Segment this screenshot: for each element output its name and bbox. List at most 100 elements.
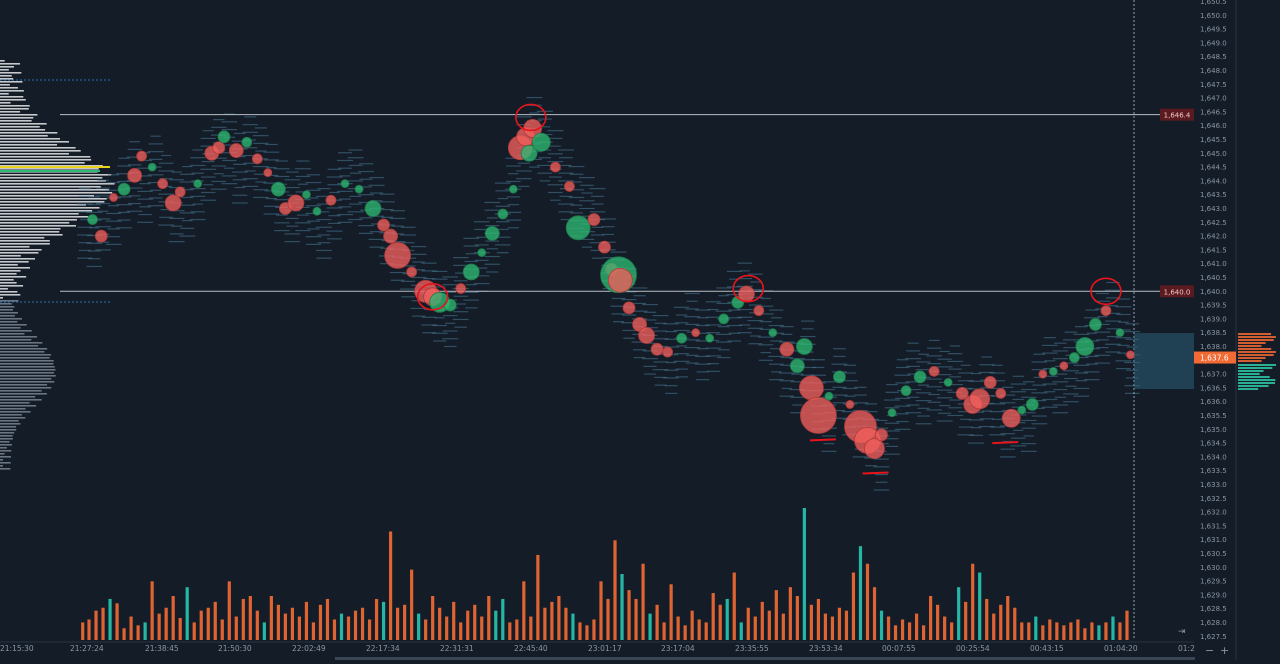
trade-bubble-buy[interactable] bbox=[520, 144, 538, 162]
trade-bubble-buy[interactable] bbox=[217, 130, 231, 144]
trade-bubble-buy[interactable] bbox=[1048, 366, 1058, 376]
trade-bubble-buy[interactable] bbox=[193, 179, 203, 189]
ladder-tick bbox=[632, 349, 647, 351]
trade-bubble-buy[interactable] bbox=[241, 136, 253, 148]
trade-bubble-buy[interactable] bbox=[718, 313, 730, 325]
trade-bubble-buy[interactable] bbox=[1115, 328, 1125, 338]
trade-bubble-buy[interactable] bbox=[312, 206, 322, 216]
trade-bubble-sell[interactable] bbox=[164, 194, 182, 212]
time-scrollbar[interactable] bbox=[335, 657, 1195, 660]
trade-bubble-buy[interactable] bbox=[364, 200, 382, 217]
trade-bubble-sell[interactable] bbox=[325, 194, 337, 206]
trade-bubble-sell[interactable] bbox=[845, 400, 855, 409]
trade-bubble-sell[interactable] bbox=[94, 229, 108, 243]
trade-bubble-sell[interactable] bbox=[1100, 305, 1112, 317]
trade-bubble-sell[interactable] bbox=[650, 342, 664, 356]
trade-bubble-buy[interactable] bbox=[824, 391, 834, 401]
trade-bubble-sell[interactable] bbox=[662, 346, 674, 358]
trade-bubble-sell[interactable] bbox=[1126, 350, 1135, 360]
profile-bar bbox=[0, 300, 19, 302]
trade-bubble-sell[interactable] bbox=[587, 213, 601, 226]
trade-bubble-buy[interactable] bbox=[302, 190, 311, 200]
trade-bubble-sell[interactable] bbox=[638, 327, 655, 344]
trade-bubble-buy[interactable] bbox=[147, 162, 157, 172]
trade-bubble-sell[interactable] bbox=[127, 167, 143, 183]
trade-bubble-sell[interactable] bbox=[969, 388, 991, 410]
trade-bubble-sell[interactable] bbox=[174, 186, 186, 198]
trade-bubble-sell[interactable] bbox=[550, 161, 561, 173]
trade-bubble-sell[interactable] bbox=[798, 375, 824, 401]
trade-bubble-buy[interactable] bbox=[117, 182, 131, 196]
trade-bubble-sell[interactable] bbox=[406, 266, 418, 278]
trade-bubble-sell[interactable] bbox=[136, 150, 148, 162]
ladder-tick bbox=[87, 250, 101, 252]
trade-bubble-sell[interactable] bbox=[995, 388, 1007, 399]
trade-bubble-buy[interactable] bbox=[768, 328, 778, 338]
trade-bubble-buy[interactable] bbox=[795, 338, 813, 355]
trade-bubble-sell[interactable] bbox=[287, 194, 305, 212]
zoom-out-icon[interactable]: − bbox=[1205, 644, 1214, 657]
volume-bar bbox=[662, 622, 666, 640]
trade-bubble-sell[interactable] bbox=[212, 141, 226, 155]
trade-bubble-sell[interactable] bbox=[928, 365, 940, 377]
axes[interactable]: 1,650.5 1,650.0 1,649.5 1,649.0 1,648.5 1,648… bbox=[0, 0, 1237, 660]
trade-bubble-buy[interactable] bbox=[943, 377, 953, 387]
trade-bubble-sell[interactable] bbox=[228, 143, 244, 158]
scroll-to-end-icon[interactable]: ⇥ bbox=[1178, 627, 1186, 637]
trade-bubble-sell[interactable] bbox=[1038, 369, 1048, 379]
trade-bubble-sell[interactable] bbox=[564, 181, 575, 192]
trade-bubble-buy[interactable] bbox=[1075, 337, 1095, 356]
trade-bubble-sell[interactable] bbox=[983, 375, 997, 389]
trade-bubble-buy[interactable] bbox=[887, 408, 897, 418]
trade-bubble-buy[interactable] bbox=[705, 333, 715, 343]
trade-bubble-sell[interactable] bbox=[779, 341, 795, 357]
trade-bubble-buy[interactable] bbox=[789, 358, 805, 374]
trade-bubble-sell[interactable] bbox=[955, 387, 969, 400]
trade-bubble-sell[interactable] bbox=[384, 242, 412, 269]
trade-bubble-buy[interactable] bbox=[1025, 398, 1039, 411]
trade-bubbles[interactable] bbox=[87, 119, 1135, 460]
profile-bar bbox=[0, 363, 54, 365]
trade-bubble-buy[interactable] bbox=[1068, 352, 1080, 363]
trade-bubble-sell[interactable] bbox=[598, 240, 611, 254]
trade-bubble-buy[interactable] bbox=[443, 298, 457, 312]
trade-bubble-buy[interactable] bbox=[340, 179, 350, 189]
trade-bubble-buy[interactable] bbox=[354, 184, 364, 194]
trade-bubble-sell[interactable] bbox=[864, 438, 885, 460]
trade-bubble-buy[interactable] bbox=[913, 370, 927, 384]
trade-bubble-buy[interactable] bbox=[462, 263, 480, 281]
trade-bubble-buy[interactable] bbox=[508, 184, 518, 194]
trade-bubble-buy[interactable] bbox=[497, 208, 509, 220]
trade-bubble-sell[interactable] bbox=[607, 267, 633, 293]
zoom-in-icon[interactable]: + bbox=[1220, 644, 1229, 657]
price-tick-label: 1,630.5 bbox=[1200, 550, 1227, 558]
trade-bubble-sell[interactable] bbox=[109, 193, 118, 202]
trade-bubble-buy[interactable] bbox=[676, 332, 688, 344]
trade-bubble-buy[interactable] bbox=[900, 385, 912, 397]
trade-bubble-buy[interactable] bbox=[1089, 318, 1102, 331]
trade-bubble-sell[interactable] bbox=[455, 283, 467, 294]
trade-bubble-sell[interactable] bbox=[377, 218, 390, 232]
trade-bubble-buy[interactable] bbox=[1017, 405, 1027, 415]
trade-bubble-sell[interactable] bbox=[691, 328, 701, 338]
trade-bubble-buy[interactable] bbox=[565, 215, 591, 241]
trade-bubble-buy[interactable] bbox=[87, 214, 98, 225]
trade-bubble-sell[interactable] bbox=[1059, 361, 1069, 371]
trade-bubble-sell[interactable] bbox=[383, 228, 398, 244]
trade-bubble-buy[interactable] bbox=[477, 248, 487, 258]
trade-bubble-buy[interactable] bbox=[531, 132, 551, 152]
trade-bubble-sell[interactable] bbox=[251, 153, 263, 165]
trade-bubble-buy[interactable] bbox=[484, 225, 500, 241]
trade-bubble-sell[interactable] bbox=[800, 397, 837, 434]
trade-bubble-sell[interactable] bbox=[263, 168, 273, 178]
trade-bubble-sell[interactable] bbox=[753, 305, 765, 317]
trade-bubble-sell[interactable] bbox=[622, 301, 636, 315]
trade-bubble-buy[interactable] bbox=[270, 181, 286, 197]
level-lines[interactable]: 1,646.4 1,640.0 bbox=[60, 0, 1194, 640]
trade-bubble-sell[interactable] bbox=[157, 178, 169, 190]
trade-bubble-buy[interactable] bbox=[833, 370, 846, 384]
trade-bubble-sell[interactable] bbox=[875, 428, 888, 442]
trade-bubble-sell[interactable] bbox=[1001, 408, 1021, 428]
